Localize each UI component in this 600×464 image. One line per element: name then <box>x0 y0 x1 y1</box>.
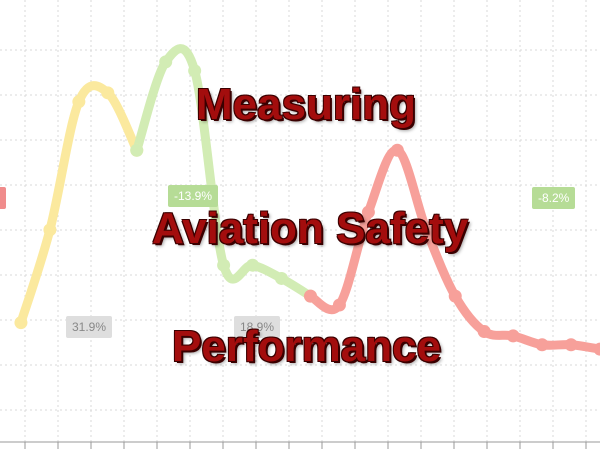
headline-line-3: Performance <box>172 322 442 371</box>
data-point-yellow <box>14 316 28 330</box>
data-point-red <box>332 298 346 312</box>
data-point-red <box>506 329 520 343</box>
data-point-green <box>246 258 260 272</box>
data-point-red <box>477 325 491 338</box>
data-point-red <box>303 289 317 303</box>
data-point-red <box>390 143 404 157</box>
data-point-yellow <box>72 95 86 109</box>
data-point-green <box>188 64 202 78</box>
data-point-red <box>593 342 600 356</box>
data-point-green <box>275 271 289 285</box>
series-line-yellow <box>16 81 142 328</box>
headline-line-1: Measuring <box>196 80 417 129</box>
change-badge-minus-13-9: -13.9% <box>168 185 219 207</box>
data-point-green <box>217 258 231 272</box>
headline-line-2: Aviation Safety <box>152 204 469 253</box>
change-badge-18-9: 18.9% <box>234 316 281 338</box>
data-point-red <box>535 338 549 352</box>
data-point-yellow <box>43 223 57 237</box>
data-point-red <box>361 205 375 219</box>
change-badge-minus-8-2: -8.2% <box>532 187 576 209</box>
data-point-yellow <box>101 86 115 100</box>
data-point-red <box>564 338 578 352</box>
change-badge-31-9: 31.9% <box>66 316 113 338</box>
data-point-green <box>159 55 173 69</box>
change-badge-left-edge <box>0 187 6 209</box>
data-point-red <box>419 223 433 237</box>
data-point-green <box>130 143 144 157</box>
data-point-red <box>448 289 462 303</box>
